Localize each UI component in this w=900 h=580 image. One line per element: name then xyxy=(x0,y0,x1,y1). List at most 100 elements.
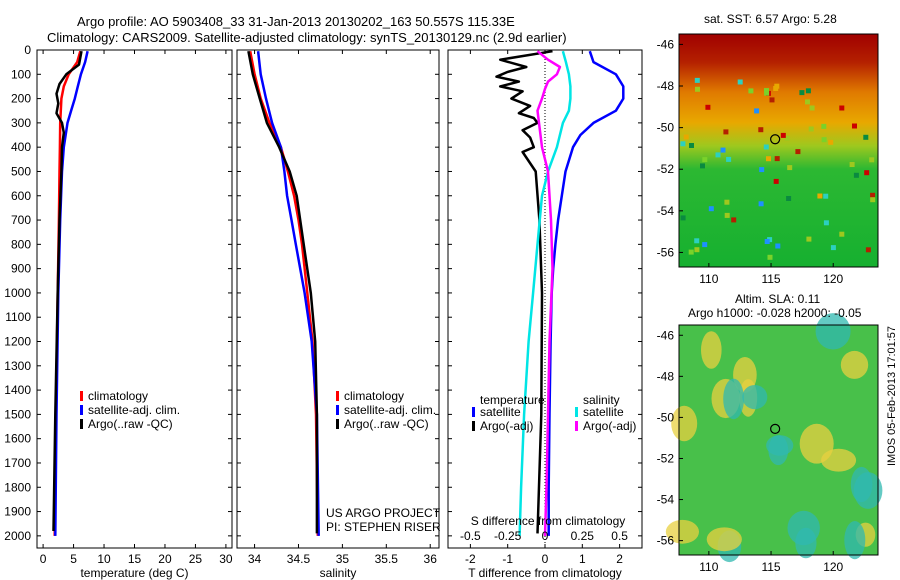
sst-pixel xyxy=(821,123,827,129)
legend-label: satellite-adj. clim. xyxy=(88,403,180,417)
project-annotation: US ARGO PROJECT xyxy=(326,506,441,520)
sst-pixel xyxy=(680,141,686,147)
y-tick-label: 1800 xyxy=(4,480,31,494)
x2-tick-label: -0.5 xyxy=(460,529,481,543)
map-lat-label: -50 xyxy=(657,410,675,424)
legend-label: satellite xyxy=(583,405,624,419)
sst-pixel xyxy=(688,249,694,255)
legend-swatch xyxy=(80,391,83,401)
map-frame xyxy=(678,324,879,556)
sst-pixel xyxy=(786,196,792,201)
legend-swatch xyxy=(80,419,83,429)
sla-eddy xyxy=(671,405,698,442)
sla-eddy xyxy=(850,466,873,503)
sst-pixel xyxy=(806,236,812,242)
legend-label: Argo(..raw -QC) xyxy=(88,417,173,431)
legend-swatch xyxy=(472,407,475,417)
x-axis-label: salinity xyxy=(320,566,357,580)
panel-temperature: 0 5 10 15 20 25 30 temperature (deg C) 0 100 200 30… xyxy=(4,43,233,580)
x-tick-label: 36 xyxy=(424,552,438,566)
map-lon-label: 110 xyxy=(699,560,718,574)
sst-map-title: sat. SST: 6.57 Argo: 5.28 xyxy=(704,12,837,26)
sst-pixel xyxy=(769,97,775,103)
x2-tick-label: 0.25 xyxy=(571,529,595,543)
legend-label: satellite-adj. clim. xyxy=(344,403,436,417)
sst-pixel xyxy=(680,215,686,221)
map-lat-label: -56 xyxy=(657,245,675,259)
sst-pixel xyxy=(773,86,779,91)
sst-pixel xyxy=(754,108,760,114)
sla-eddy xyxy=(701,331,722,369)
sst-pixel xyxy=(748,88,754,94)
sst-pixel xyxy=(694,247,700,253)
legend-title-salinity: salinity xyxy=(583,393,620,407)
sla-eddy xyxy=(815,313,851,350)
x-tick-label: 0 xyxy=(40,552,47,566)
sst-pixel xyxy=(758,201,764,207)
map-lat-label: -56 xyxy=(657,534,675,548)
sst-pixel xyxy=(683,134,689,140)
sst-pixel xyxy=(694,238,700,244)
sst-pixel xyxy=(870,197,876,203)
y-tick-label: 2000 xyxy=(4,529,31,543)
map-lat-label: -54 xyxy=(657,493,675,507)
map-lat-label: -52 xyxy=(657,162,675,176)
sst-pixel xyxy=(689,143,694,148)
series-line-climatology xyxy=(248,50,320,536)
sla-map-title-1: Altim. SLA: 0.11 xyxy=(735,292,821,306)
sst-pixel xyxy=(720,147,726,153)
plot-frame xyxy=(236,49,440,549)
x-tick-label: 5 xyxy=(70,552,77,566)
map-lon-label: 110 xyxy=(699,272,718,286)
sst-pixel xyxy=(795,149,801,155)
x-tick-label: 34 xyxy=(248,552,262,566)
legend-swatch xyxy=(575,407,578,417)
map-lat-label: -48 xyxy=(657,79,675,93)
panel-salinity: 34 34.5 35 35.5 36 salinity climatologysatelli… xyxy=(236,49,441,580)
sla-eddy xyxy=(844,521,866,560)
sst-pixel xyxy=(828,139,834,145)
map-lat-label: -46 xyxy=(657,37,675,51)
sst-pixel xyxy=(839,105,845,111)
sst-pixel xyxy=(767,254,773,260)
sst-pixel xyxy=(764,88,769,94)
legend-label: Argo(-adj) xyxy=(480,419,533,433)
sst-pixel xyxy=(705,104,711,110)
legend-label: satellite xyxy=(480,405,521,419)
sla-eddy xyxy=(840,350,869,379)
y-tick-label: 700 xyxy=(11,213,31,227)
legend-label: climatology xyxy=(344,389,404,403)
sst-pixel xyxy=(839,231,845,237)
series-line-satellite-adj-clim- xyxy=(256,51,320,536)
y-tick-label: 1000 xyxy=(4,286,31,300)
x-tick-label: 34.5 xyxy=(287,552,311,566)
legend-swatch xyxy=(336,391,339,401)
sst-pixel xyxy=(849,162,855,167)
sst-field xyxy=(679,34,878,267)
sst-pixel xyxy=(799,90,805,96)
sla-map-title-2: Argo h1000: -0.028 h2000: -0.05 xyxy=(688,306,862,320)
sst-pixel xyxy=(724,212,730,218)
y-tick-label: 0 xyxy=(24,43,31,57)
sst-pixel xyxy=(758,127,764,133)
y-tick-label: 1300 xyxy=(4,359,31,373)
series-line-s-argo-adj- xyxy=(536,50,562,536)
sla-eddy xyxy=(799,423,834,464)
legend-swatch xyxy=(472,421,475,431)
series-line-t-argo-adj- xyxy=(495,49,553,534)
sst-pixel xyxy=(787,165,793,171)
sst-pixel xyxy=(869,157,875,163)
y-tick-label: 800 xyxy=(11,237,31,251)
sst-pixel xyxy=(708,206,714,212)
y-tick-label: 1500 xyxy=(4,407,31,421)
sla-eddy xyxy=(742,385,768,410)
sst-pixel xyxy=(695,86,700,92)
map-lon-label: 115 xyxy=(761,560,780,574)
series-line-argo-raw-qc- xyxy=(247,50,319,534)
legend-swatch xyxy=(575,421,578,431)
map-frame xyxy=(678,33,879,268)
sst-pixel xyxy=(870,192,876,198)
x-tick-label: -1 xyxy=(502,552,513,566)
sst-pixel xyxy=(830,245,836,251)
